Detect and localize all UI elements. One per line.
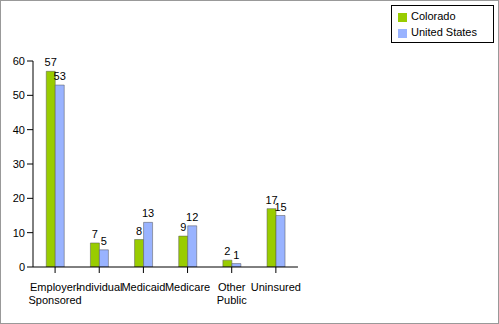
svg-text:Medicare: Medicare <box>165 281 210 293</box>
svg-text:0: 0 <box>19 261 25 273</box>
svg-text:7: 7 <box>92 228 98 240</box>
svg-text:2: 2 <box>224 245 230 257</box>
svg-text:Employer-Sponsored: Employer-Sponsored <box>28 281 81 306</box>
html-text:United States: United States <box>411 26 477 38</box>
svg-text:8: 8 <box>136 225 142 237</box>
svg-text:15: 15 <box>274 201 286 213</box>
svg-text:40: 40 <box>13 124 25 136</box>
svg-text:10: 10 <box>13 227 25 239</box>
svg-text:17: 17 <box>265 193 278 206</box>
svg-text:1: 1 <box>233 249 239 261</box>
svg-text:53: 53 <box>54 70 66 82</box>
svg-text:20: 20 <box>13 192 25 204</box>
svg-text:12: 12 <box>186 211 198 223</box>
svg-text:9: 9 <box>180 221 186 233</box>
svg-text:OtherPublic: OtherPublic <box>217 281 247 306</box>
svg-text:Medicaid: Medicaid <box>121 281 165 293</box>
svg-text:50: 50 <box>13 89 25 101</box>
svg-text:5: 5 <box>101 235 107 247</box>
svg-text:Individual: Individual <box>76 281 122 293</box>
svg-text:60: 60 <box>13 55 25 67</box>
svg-text:Uninsured: Uninsured <box>251 281 301 293</box>
svg-text:30: 30 <box>13 158 25 170</box>
svg-text:13: 13 <box>142 207 154 219</box>
svg-text:57: 57 <box>45 56 57 68</box>
html-text:Colorado: Colorado <box>411 10 456 22</box>
